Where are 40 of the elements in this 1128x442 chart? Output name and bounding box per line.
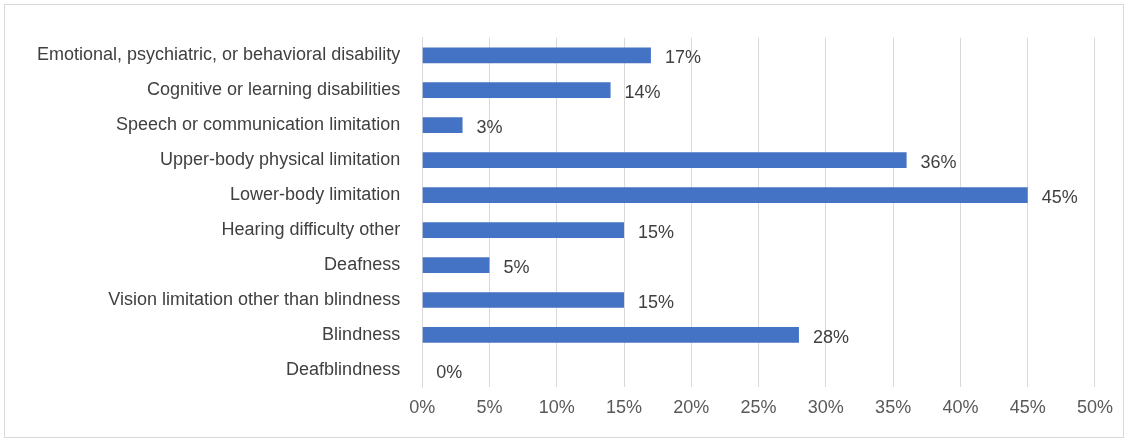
data-label: 5% xyxy=(503,257,530,278)
y-tick-label: Vision limitation other than blindness xyxy=(108,288,401,309)
y-tick-label: Blindness xyxy=(322,323,401,344)
y-tick-label: Emotional, psychiatric, or behavioral disability xyxy=(36,44,401,65)
x-tick-label: 40% xyxy=(942,397,979,418)
x-tick-label: 5% xyxy=(476,397,503,418)
x-tick-label: 15% xyxy=(606,397,643,418)
data-label: 15% xyxy=(638,222,675,243)
y-tick-label: Speech or communication limitation xyxy=(116,114,401,135)
data-label: 36% xyxy=(920,152,957,173)
data-label: 3% xyxy=(476,117,503,138)
bar xyxy=(422,222,625,238)
bar xyxy=(422,257,490,273)
data-label: 15% xyxy=(638,291,675,312)
bar xyxy=(422,47,651,64)
bar xyxy=(422,82,611,99)
data-label: 45% xyxy=(1041,187,1078,208)
x-tick-label: 0% xyxy=(409,397,436,418)
bar xyxy=(422,117,463,134)
data-label: 14% xyxy=(624,82,661,103)
data-label: 17% xyxy=(664,47,701,68)
bar xyxy=(422,327,799,343)
y-tick-label: Lower-body limitation xyxy=(230,184,401,205)
x-tick-label: 25% xyxy=(740,397,777,418)
x-tick-label: 50% xyxy=(1076,397,1113,418)
x-tick-label: 30% xyxy=(807,397,844,418)
data-label: 28% xyxy=(812,326,849,347)
y-tick-label: Hearing difficulty other xyxy=(221,219,401,240)
x-tick-label: 10% xyxy=(538,397,575,418)
bar xyxy=(422,187,1028,203)
data-label: 0% xyxy=(436,361,463,382)
y-tick-label: Deafblindness xyxy=(286,358,401,379)
x-tick-label: 45% xyxy=(1009,397,1046,418)
y-tick-label: Deafness xyxy=(324,254,401,275)
x-tick-label: 35% xyxy=(875,397,912,418)
bar xyxy=(422,152,907,169)
x-tick-label: 20% xyxy=(673,397,710,418)
y-tick-label: Upper-body physical limitation xyxy=(160,149,401,170)
y-tick-label: Cognitive or learning disabilities xyxy=(147,79,401,100)
bar xyxy=(422,292,625,308)
